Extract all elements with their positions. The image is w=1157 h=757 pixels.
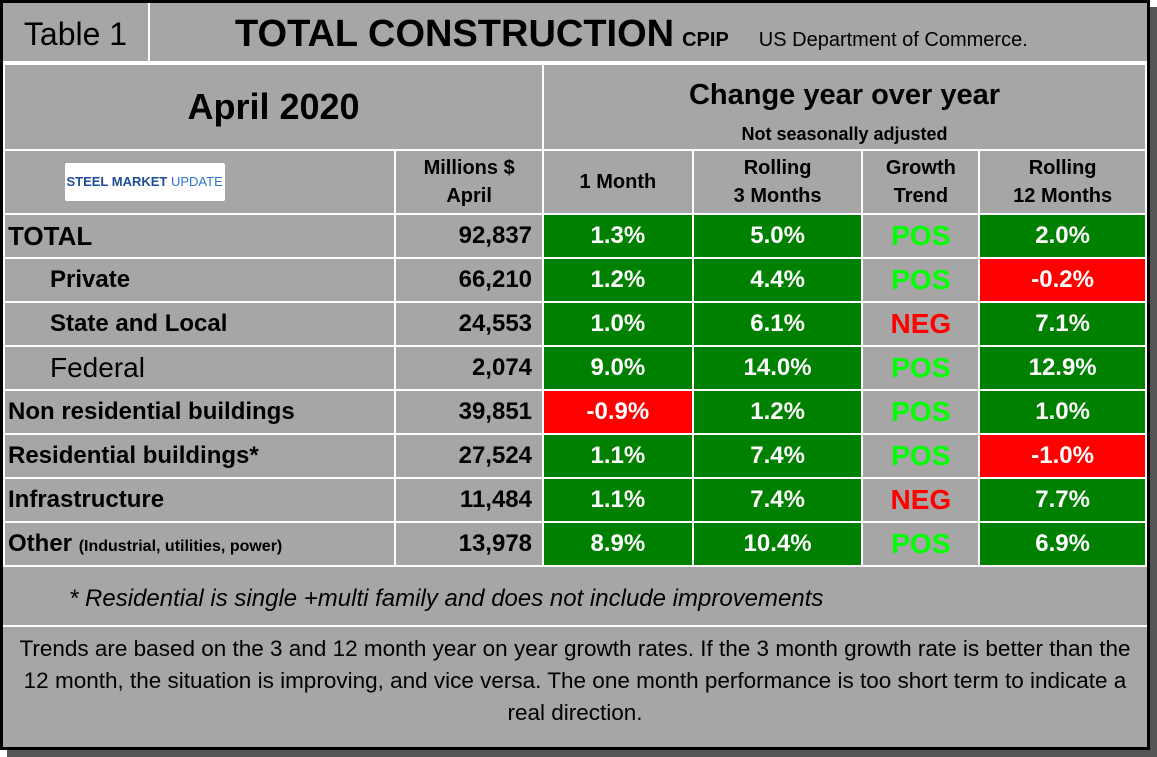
rolling-12: 1.0% bbox=[978, 389, 1147, 435]
title-bar: Table 1 TOTAL CONSTRUCTION CPIP US Departm… bbox=[3, 3, 1147, 63]
title-text: TOTAL CONSTRUCTION bbox=[235, 13, 675, 55]
change-note: Not seasonally adjusted bbox=[741, 124, 948, 144]
change-heading-cell: Change year over year Not seasonally adj… bbox=[542, 63, 1147, 151]
row: Federal 2,074 9.0% 14.0% POS 12.9% bbox=[2, 345, 1147, 391]
rolling-3: 10.4% bbox=[691, 521, 864, 567]
row-label: Federal bbox=[2, 345, 397, 391]
column-header: Growth Trend bbox=[861, 149, 981, 215]
rolling-3: 1.2% bbox=[691, 389, 864, 435]
one-month: 1.2% bbox=[542, 257, 694, 303]
row-label: Residential buildings* bbox=[2, 433, 397, 479]
table-label: Table 1 bbox=[3, 3, 150, 61]
row-label: Infrastructure bbox=[2, 477, 397, 523]
amount: 27,524 bbox=[394, 433, 545, 479]
source: US Department of Commerce. bbox=[758, 29, 1028, 51]
trend: POS bbox=[861, 257, 981, 303]
one-month: 1.1% bbox=[542, 477, 694, 523]
one-month: 8.9% bbox=[542, 521, 694, 567]
trend: NEG bbox=[861, 477, 981, 523]
heading-row: April 2020 Change year over year Not sea… bbox=[2, 63, 1147, 151]
row-label: State and Local bbox=[2, 301, 397, 347]
header-line: Rolling bbox=[1028, 157, 1097, 179]
trend: POS bbox=[861, 345, 981, 391]
header-line: Rolling bbox=[743, 157, 812, 179]
rolling-12: 2.0% bbox=[978, 213, 1147, 259]
column-header-row: STEEL MARKET UPDATE Millions $ April 1 Mo… bbox=[2, 149, 1147, 215]
row: Private 66,210 1.2% 4.4% POS -0.2% bbox=[2, 257, 1147, 303]
row-label-cell: Other (Industrial, utilities, power) bbox=[2, 521, 397, 567]
column-header: Rolling 12 Months bbox=[978, 149, 1147, 215]
rolling-3: 14.0% bbox=[691, 345, 864, 391]
footnote-box: * Residential is single +multi family an… bbox=[3, 567, 1147, 627]
data-table: April 2020 Change year over year Not sea… bbox=[2, 63, 1147, 567]
amount: 24,553 bbox=[394, 301, 545, 347]
rolling-12: 6.9% bbox=[978, 521, 1147, 567]
trend: POS bbox=[861, 213, 981, 259]
rolling-12: 7.7% bbox=[978, 477, 1147, 523]
one-month: 1.3% bbox=[542, 213, 694, 259]
column-header: 1 Month bbox=[542, 149, 694, 215]
rolling-3: 5.0% bbox=[691, 213, 864, 259]
row-label: Private bbox=[2, 257, 397, 303]
row-label-note: (Industrial, utilities, power) bbox=[78, 538, 283, 555]
row-label: Non residential buildings bbox=[2, 389, 397, 435]
header-line: April bbox=[446, 185, 492, 207]
row: Non residential buildings 39,851 -0.9% 1.2%… bbox=[2, 389, 1147, 435]
header-line: Trend bbox=[893, 185, 949, 207]
rolling-12: -1.0% bbox=[978, 433, 1147, 479]
rolling-12: -0.2% bbox=[978, 257, 1147, 303]
row: State and Local 24,553 1.0% 6.1% NEG 7.1% bbox=[2, 301, 1147, 347]
footnote: * Residential is single +multi family an… bbox=[69, 585, 824, 612]
logo-word: MARKET bbox=[111, 174, 168, 189]
logo-word: UPDATE bbox=[170, 174, 223, 189]
logo: STEEL MARKET UPDATE bbox=[64, 163, 225, 201]
amount: 39,851 bbox=[394, 389, 545, 435]
rolling-3: 7.4% bbox=[691, 433, 864, 479]
header-line: Millions $ bbox=[423, 157, 515, 179]
title: TOTAL CONSTRUCTION CPIP US Department of C… bbox=[235, 13, 1028, 56]
logo-word: STEEL bbox=[66, 174, 109, 189]
header-line: 3 Months bbox=[733, 185, 822, 207]
amount: 2,074 bbox=[394, 345, 545, 391]
column-header: Millions $ April bbox=[394, 149, 545, 215]
trend: POS bbox=[861, 389, 981, 435]
row: Residential buildings* 27,524 1.1% 7.4% POS -… bbox=[2, 433, 1147, 479]
header-line: 1 Month bbox=[579, 171, 657, 193]
rolling-12: 12.9% bbox=[978, 345, 1147, 391]
trend: POS bbox=[861, 433, 981, 479]
amount: 92,837 bbox=[394, 213, 545, 259]
row: Infrastructure 11,484 1.1% 7.4% NEG 7.7% bbox=[2, 477, 1147, 523]
header-line: 12 Months bbox=[1013, 185, 1113, 207]
amount: 66,210 bbox=[394, 257, 545, 303]
period: April 2020 bbox=[2, 63, 545, 151]
amount: 11,484 bbox=[394, 477, 545, 523]
row-label: Other bbox=[8, 530, 73, 557]
trend: NEG bbox=[861, 301, 981, 347]
one-month: 9.0% bbox=[542, 345, 694, 391]
one-month: 1.1% bbox=[542, 433, 694, 479]
change-heading: Change year over year bbox=[688, 79, 1001, 111]
rolling-3: 4.4% bbox=[691, 257, 864, 303]
logo-cell: STEEL MARKET UPDATE bbox=[2, 149, 397, 215]
trend: POS bbox=[861, 521, 981, 567]
row-label: TOTAL bbox=[2, 213, 397, 259]
row: Other (Industrial, utilities, power) 13,9… bbox=[2, 521, 1147, 567]
title-suffix: CPIP bbox=[682, 29, 729, 51]
amount: 13,978 bbox=[394, 521, 545, 567]
row: TOTAL 92,837 1.3% 5.0% POS 2.0% bbox=[2, 213, 1147, 259]
rolling-12: 7.1% bbox=[978, 301, 1147, 347]
one-month: -0.9% bbox=[542, 389, 694, 435]
column-header: Rolling 3 Months bbox=[691, 149, 864, 215]
rolling-3: 7.4% bbox=[691, 477, 864, 523]
rolling-3: 6.1% bbox=[691, 301, 864, 347]
one-month: 1.0% bbox=[542, 301, 694, 347]
explanation: Trends are based on the 3 and 12 month y… bbox=[19, 636, 1131, 725]
header-line: Growth bbox=[885, 157, 956, 179]
